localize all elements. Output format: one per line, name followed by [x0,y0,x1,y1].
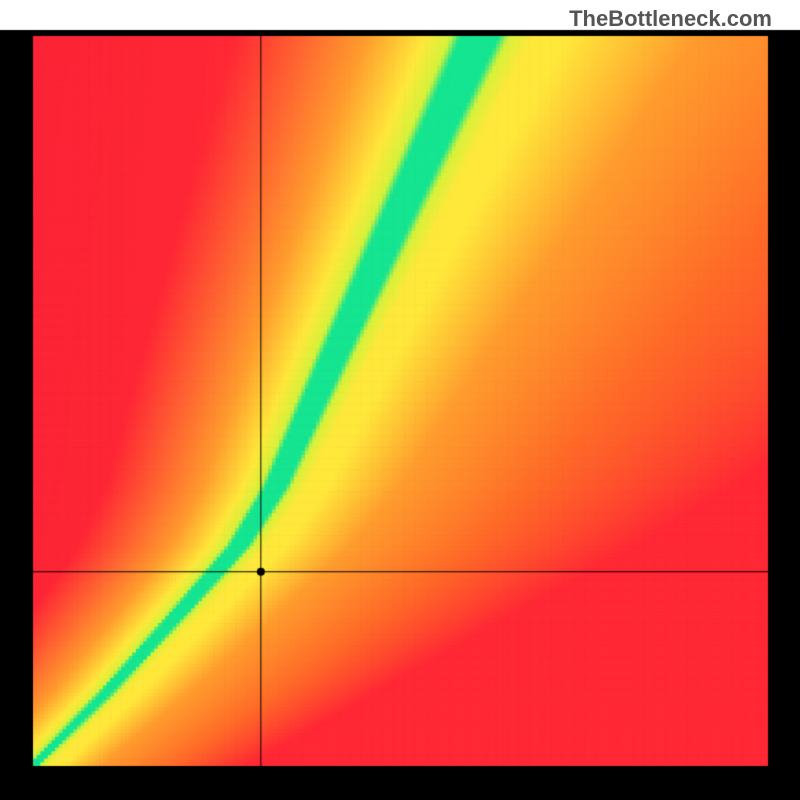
bottleneck-heatmap [0,0,800,800]
chart-container: TheBottleneck.com [0,0,800,800]
watermark-text: TheBottleneck.com [569,6,772,32]
